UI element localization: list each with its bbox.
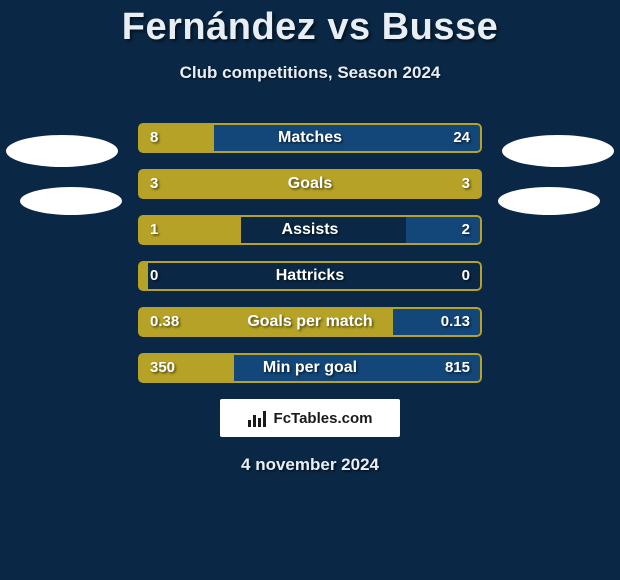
chart-icon <box>248 409 268 427</box>
metric-row: 12Assists <box>138 215 482 245</box>
metric-row: 824Matches <box>138 123 482 153</box>
player-right-avatar-shadow <box>498 187 600 215</box>
player-right-avatar <box>502 135 614 167</box>
player-left-avatar <box>6 135 118 167</box>
metric-label: Goals <box>138 169 482 199</box>
player-left-avatar-shadow <box>20 187 122 215</box>
comparison-subtitle: Club competitions, Season 2024 <box>0 63 620 83</box>
source-badge: FcTables.com <box>220 399 400 437</box>
metric-label: Matches <box>138 123 482 153</box>
metric-row: 00Hattricks <box>138 261 482 291</box>
metric-label: Hattricks <box>138 261 482 291</box>
metric-label: Min per goal <box>138 353 482 383</box>
metric-row: 0.380.13Goals per match <box>138 307 482 337</box>
comparison-chart: 824Matches 33Goals 12Assists 00Hattricks 0.3… <box>0 123 620 383</box>
metric-label: Assists <box>138 215 482 245</box>
metric-bars-container: 824Matches 33Goals 12Assists 00Hattricks 0.3… <box>138 123 482 383</box>
metric-row: 33Goals <box>138 169 482 199</box>
source-badge-text: FcTables.com <box>274 410 373 427</box>
metric-label: Goals per match <box>138 307 482 337</box>
snapshot-date: 4 november 2024 <box>0 455 620 475</box>
metric-row: 350815Min per goal <box>138 353 482 383</box>
comparison-title: Fernández vs Busse <box>0 0 620 49</box>
